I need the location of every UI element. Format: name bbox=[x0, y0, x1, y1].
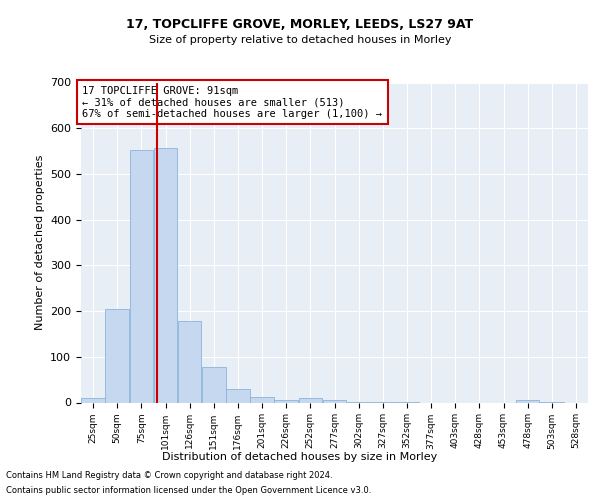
Bar bbox=[154, 148, 178, 403]
Bar bbox=[202, 367, 226, 402]
Text: 17, TOPCLIFFE GROVE, MORLEY, LEEDS, LS27 9AT: 17, TOPCLIFFE GROVE, MORLEY, LEEDS, LS27… bbox=[127, 18, 473, 30]
Bar bbox=[178, 321, 202, 402]
Bar bbox=[226, 389, 250, 402]
Bar bbox=[323, 400, 346, 402]
Text: Contains public sector information licensed under the Open Government Licence v3: Contains public sector information licen… bbox=[6, 486, 371, 495]
Text: Size of property relative to detached houses in Morley: Size of property relative to detached ho… bbox=[149, 35, 451, 45]
Bar bbox=[299, 398, 322, 402]
Text: 17 TOPCLIFFE GROVE: 91sqm
← 31% of detached houses are smaller (513)
67% of semi: 17 TOPCLIFFE GROVE: 91sqm ← 31% of detac… bbox=[82, 86, 382, 119]
Bar bbox=[274, 400, 298, 402]
Bar bbox=[130, 150, 153, 402]
Text: Contains HM Land Registry data © Crown copyright and database right 2024.: Contains HM Land Registry data © Crown c… bbox=[6, 471, 332, 480]
Bar bbox=[106, 309, 129, 402]
Bar bbox=[81, 398, 105, 402]
Y-axis label: Number of detached properties: Number of detached properties bbox=[35, 155, 44, 330]
Bar bbox=[516, 400, 539, 402]
Bar bbox=[250, 397, 274, 402]
Text: Distribution of detached houses by size in Morley: Distribution of detached houses by size … bbox=[163, 452, 437, 462]
